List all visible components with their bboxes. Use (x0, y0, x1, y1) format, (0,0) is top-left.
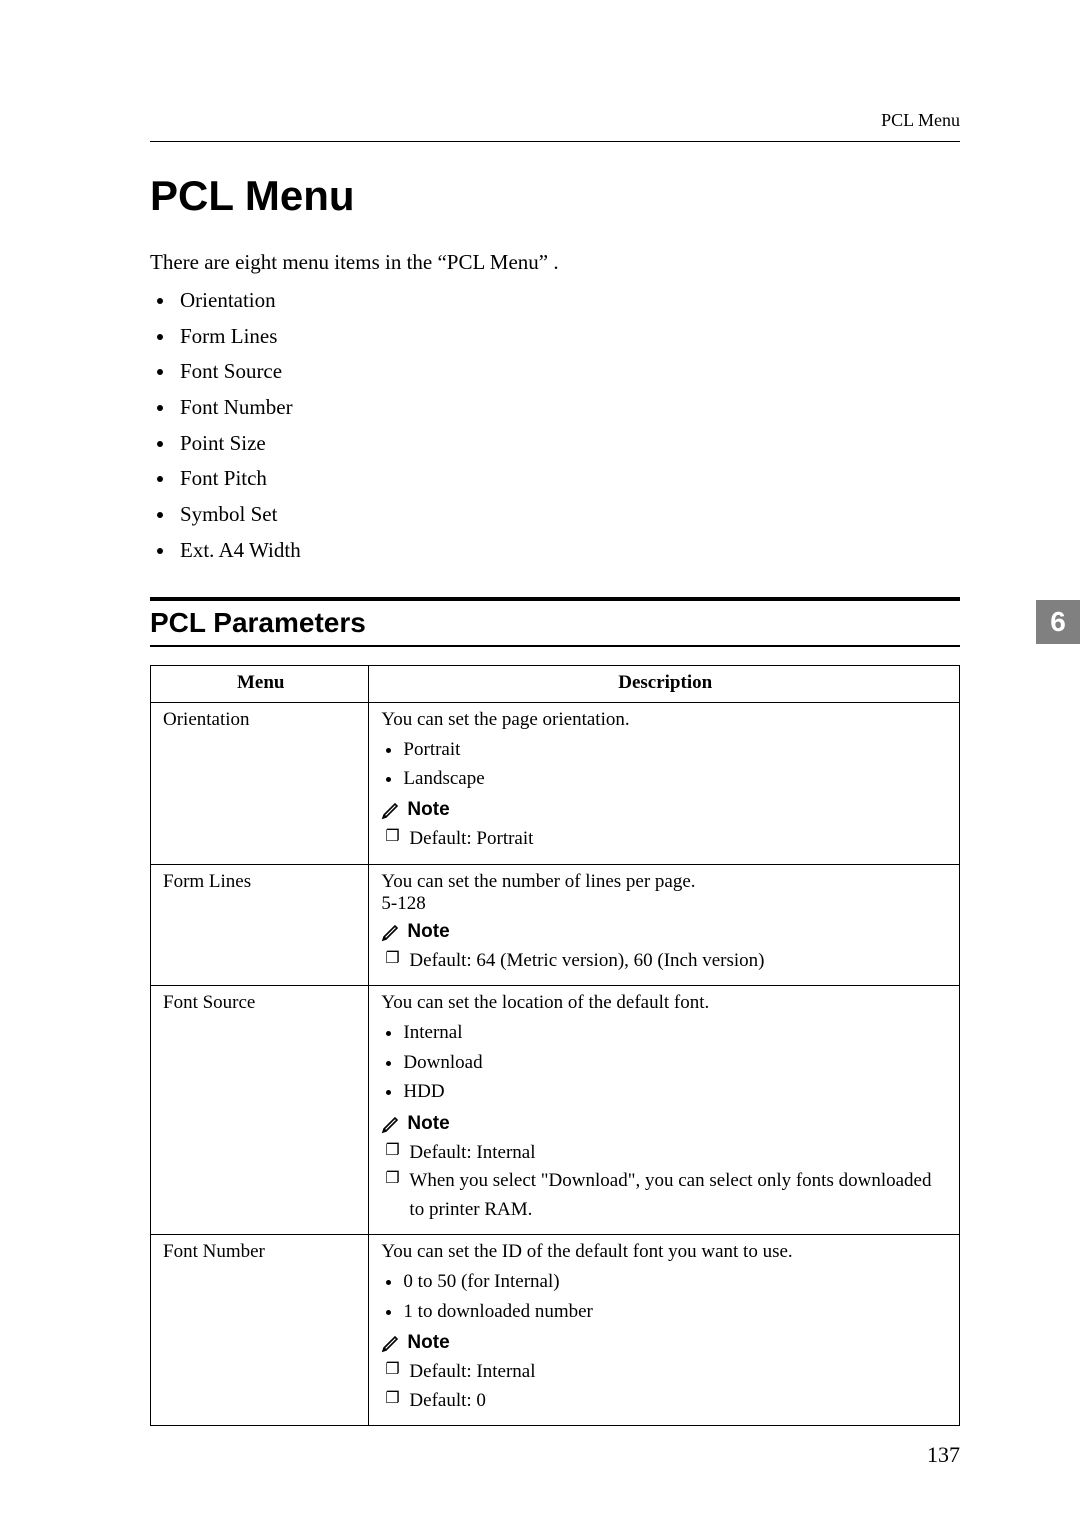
note-list: Default: Portrait (385, 825, 949, 854)
cell-description: You can set the ID of the default font y… (369, 1235, 960, 1426)
col-header-menu: Menu (151, 665, 369, 702)
cell-description: You can set the number of lines per page… (369, 864, 960, 986)
col-header-description: Description (369, 665, 960, 702)
list-item: Portrait (403, 735, 949, 764)
table-row: Font Source You can set the location of … (151, 986, 960, 1235)
chapter-tab: 6 (1036, 600, 1080, 644)
note-block: Note Default: Internal When you select "… (381, 1113, 949, 1225)
cell-menu: Font Number (151, 1235, 369, 1426)
note-icon (381, 1114, 401, 1134)
cell-menu: Orientation (151, 702, 369, 864)
list-item: Font Source (176, 354, 960, 390)
list-item: HDD (403, 1077, 949, 1106)
note-text: Note (407, 921, 449, 943)
list-item: Point Size (176, 426, 960, 462)
list-item: Orientation (176, 283, 960, 319)
desc-lead: You can set the number of lines per page… (381, 871, 949, 893)
options-list: Portrait Landscape (403, 735, 949, 794)
options-list: Internal Download HDD (403, 1018, 949, 1106)
list-item: 0 to 50 (for Internal) (403, 1267, 949, 1296)
list-item: Default: Internal (385, 1139, 949, 1168)
note-list: Default: 64 (Metric version), 60 (Inch v… (385, 947, 949, 976)
list-item: When you select "Download", you can sele… (385, 1167, 949, 1224)
header-rule (150, 141, 960, 142)
list-item: Default: Portrait (385, 825, 949, 854)
section-heading: PCL Parameters (150, 607, 960, 639)
page-title: PCL Menu (150, 172, 960, 220)
note-text: Note (407, 799, 449, 821)
intro-text: There are eight menu items in the “PCL M… (150, 250, 960, 275)
cell-description: You can set the location of the default … (369, 986, 960, 1235)
section-rule-thin (150, 645, 960, 647)
note-label: Note (381, 921, 949, 943)
list-item: Form Lines (176, 319, 960, 355)
note-icon (381, 800, 401, 820)
table-header-row: Menu Description (151, 665, 960, 702)
desc-lead: You can set the location of the default … (381, 992, 949, 1014)
menu-items-list: Orientation Form Lines Font Source Font … (176, 283, 960, 569)
note-block: Note Default: Portrait (381, 799, 949, 854)
note-text: Note (407, 1332, 449, 1354)
note-block: Note Default: Internal Default: 0 (381, 1332, 949, 1415)
desc-line2: 5-128 (381, 893, 949, 915)
running-head: PCL Menu (150, 110, 960, 131)
note-icon (381, 1333, 401, 1353)
list-item: Landscape (403, 764, 949, 793)
cell-description: You can set the page orientation. Portra… (369, 702, 960, 864)
list-item: Download (403, 1048, 949, 1077)
list-item: Internal (403, 1018, 949, 1047)
cell-menu: Form Lines (151, 864, 369, 986)
list-item: Font Number (176, 390, 960, 426)
page: PCL Menu PCL Menu There are eight menu i… (0, 0, 1080, 1528)
page-number: 137 (927, 1442, 960, 1468)
note-label: Note (381, 1113, 949, 1135)
desc-lead: You can set the page orientation. (381, 709, 949, 731)
note-icon (381, 922, 401, 942)
list-item: Font Pitch (176, 461, 960, 497)
params-table: Menu Description Orientation You can set… (150, 665, 960, 1427)
list-item: Default: 64 (Metric version), 60 (Inch v… (385, 947, 949, 976)
note-block: Note Default: 64 (Metric version), 60 (I… (381, 921, 949, 976)
table-row: Orientation You can set the page orienta… (151, 702, 960, 864)
note-list: Default: Internal When you select "Downl… (385, 1139, 949, 1225)
list-item: Symbol Set (176, 497, 960, 533)
note-label: Note (381, 1332, 949, 1354)
note-text: Note (407, 1113, 449, 1135)
list-item: Default: Internal (385, 1358, 949, 1387)
desc-lead: You can set the ID of the default font y… (381, 1241, 949, 1263)
list-item: 1 to downloaded number (403, 1297, 949, 1326)
list-item: Default: 0 (385, 1387, 949, 1416)
options-list: 0 to 50 (for Internal) 1 to downloaded n… (403, 1267, 949, 1326)
section-rule-thick (150, 597, 960, 601)
table-row: Font Number You can set the ID of the de… (151, 1235, 960, 1426)
cell-menu: Font Source (151, 986, 369, 1235)
table-row: Form Lines You can set the number of lin… (151, 864, 960, 986)
note-list: Default: Internal Default: 0 (385, 1358, 949, 1415)
list-item: Ext. A4 Width (176, 533, 960, 569)
note-label: Note (381, 799, 949, 821)
